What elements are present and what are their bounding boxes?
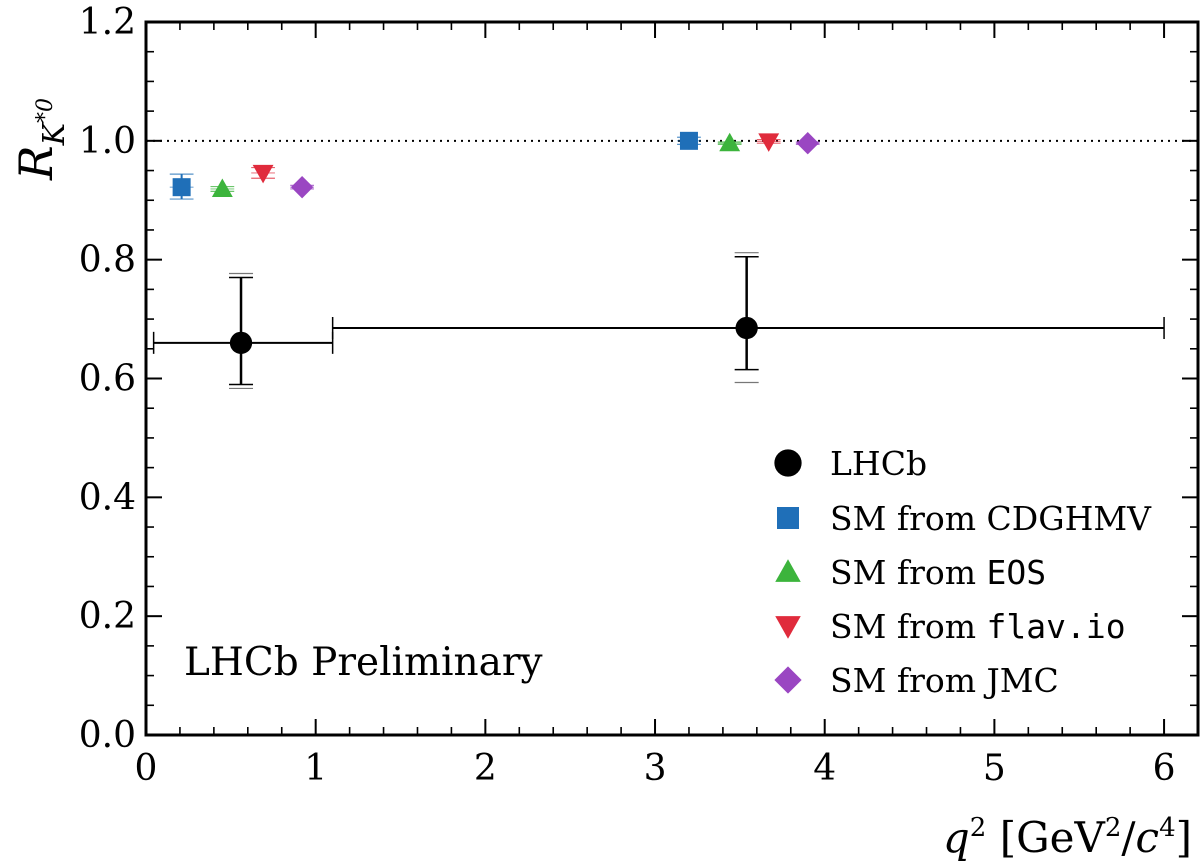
data-point-lhcb: [229, 331, 253, 355]
axis-ticks: 0 1 2 3 4 5 6 0.0 0.2 0.4 0.6 0.8 1.0 1.2: [79, 2, 1198, 789]
data-point-lhcb: [735, 316, 758, 340]
series-eos: [210, 132, 742, 198]
y-tick-label: 1.2: [79, 2, 136, 43]
data-point-eos: [719, 132, 741, 152]
x-tick-label: 0: [135, 748, 158, 789]
x-axis-label: q2 [GeV2/c4]: [943, 813, 1192, 862]
data-point-eos: [211, 178, 233, 198]
legend-label-flavio: SM from flav.io: [830, 607, 1126, 646]
x-tick-label: 6: [1153, 748, 1176, 789]
legend-marker-eos: [775, 559, 801, 582]
data-point-cdghmv: [679, 131, 698, 150]
x-tick-label: 2: [474, 748, 497, 789]
data-point-cdghmv: [172, 178, 191, 197]
legend-marker-cdghmv: [777, 507, 799, 529]
legend: LHCb SM from CDGHMV SM from EOS SM from fla…: [774, 444, 1152, 700]
annotation-text: LHCb Preliminary: [184, 640, 543, 685]
x-tick-label: 4: [813, 748, 836, 789]
y-tick-label: 0.6: [79, 359, 136, 400]
plot-marks: [146, 131, 1198, 390]
data-point-jmc: [796, 132, 819, 155]
data-point-flavio: [252, 164, 274, 184]
y-tick-label: 0.0: [79, 715, 136, 756]
x-tick-label: 3: [644, 748, 667, 789]
series-jmc: [290, 132, 820, 199]
svg-text:q2 [GeV2/c4]: q2 [GeV2/c4]: [943, 813, 1192, 862]
series-flavio: [251, 133, 781, 184]
legend-label-lhcb: LHCb: [830, 444, 927, 483]
y-tick-label: 0.4: [79, 477, 136, 518]
y-tick-label: 0.8: [79, 240, 136, 281]
y-tick-label: 1.0: [79, 121, 136, 162]
series-lhcb: [152, 252, 1165, 390]
legend-marker-flavio: [775, 616, 801, 639]
legend-label-eos: SM from EOS: [830, 553, 1046, 592]
series-cdghmv: [169, 131, 701, 200]
data-point-jmc: [290, 176, 314, 199]
legend-marker-lhcb: [774, 449, 802, 477]
data-point-flavio: [758, 133, 780, 152]
legend-label-jmc: SM from JMC: [830, 661, 1059, 700]
y-tick-label: 0.2: [79, 596, 136, 637]
legend-marker-jmc: [774, 666, 802, 694]
legend-label-cdghmv: SM from CDGHMV: [830, 499, 1152, 538]
x-tick-label: 1: [304, 748, 327, 789]
x-tick-label: 5: [983, 748, 1006, 789]
